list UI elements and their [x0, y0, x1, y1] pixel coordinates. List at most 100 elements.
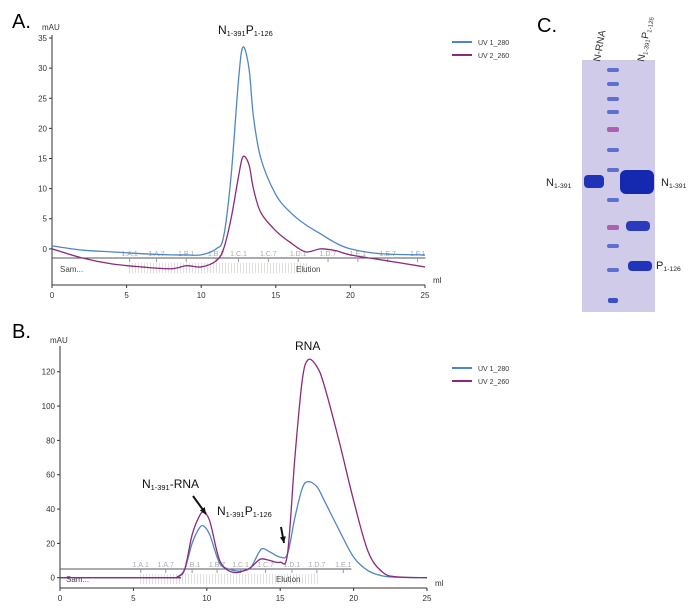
y-tick-label: 0 [43, 245, 48, 254]
label: N1-391P1-126 [217, 504, 272, 519]
label-subscript: 1-391 [226, 510, 245, 519]
gel-band [628, 261, 652, 271]
panel-label: A. [12, 11, 31, 33]
y-unit: mAU [50, 336, 68, 345]
x-tick-label: 15 [276, 594, 285, 603]
fraction-label: 1.D.1 [290, 251, 307, 258]
gel-band [620, 170, 654, 194]
fraction-label: 1.B.1 [184, 562, 200, 569]
fraction-label: 1.B.7 [208, 251, 224, 258]
x-tick-label: 20 [349, 594, 358, 603]
label: P1-126 [656, 260, 681, 273]
y-tick-label: 15 [38, 154, 47, 163]
gel-band [584, 175, 604, 188]
y-tick-label: 30 [38, 64, 47, 73]
label-subscript: 1-126 [663, 266, 681, 273]
x-tick-label: 25 [423, 594, 432, 603]
label-subscript: 1-391 [554, 183, 572, 190]
label-subscript: 1-391 [642, 38, 652, 55]
y-tick-label: 0 [51, 574, 56, 583]
arrow-head [279, 536, 286, 543]
phase-label: Elution [296, 265, 320, 274]
legend-label: UV 1_280 [478, 40, 509, 47]
label: N1-391 [546, 177, 572, 190]
phase-label: Elution [276, 575, 300, 584]
fraction-label: 1.C.1 [232, 562, 249, 569]
label-text: N [217, 504, 226, 518]
ladder [607, 68, 619, 303]
series-line [51, 46, 426, 256]
x-tick-label: 0 [50, 291, 55, 300]
label: RNA [295, 339, 320, 353]
label-text: N [661, 177, 669, 189]
y-tick-label: 25 [38, 94, 47, 103]
x-tick-label: 5 [124, 291, 129, 300]
fraction-label: 1.C.7 [260, 251, 277, 258]
label-subscript: 1-391 [227, 29, 246, 38]
label-subscript: 1-126 [253, 510, 272, 519]
label: N1-391P1-126 [218, 23, 273, 38]
fraction-label: 1.B.7 [209, 562, 225, 569]
fraction-label: 1.D.1 [284, 562, 301, 569]
fraction-label: 1.C.1 [230, 251, 247, 258]
fraction-label: 1.C.7 [257, 562, 274, 569]
label-subscript: 1-126 [646, 16, 656, 33]
x-tick-label: 0 [58, 594, 63, 603]
y-tick-label: 40 [46, 505, 55, 514]
label-text: N [142, 477, 151, 491]
x-unit: ml [435, 579, 444, 588]
panel-label: B. [12, 321, 31, 343]
y-tick-label: 100 [42, 402, 56, 411]
legend-label: UV 2_260 [478, 379, 509, 386]
legend-label: UV 1_280 [478, 366, 509, 373]
fraction-label: 1.A.7 [158, 562, 174, 569]
panel-label: C. [537, 15, 557, 37]
legend-label: UV 2_260 [478, 53, 509, 60]
y-tick-label: 5 [43, 215, 48, 224]
label-text: -RNA [170, 477, 199, 491]
y-tick-label: 35 [38, 34, 47, 43]
fraction-label: 1.A.1 [133, 562, 149, 569]
gel-band [626, 221, 650, 231]
y-tick-label: 80 [46, 436, 55, 445]
series-line [59, 358, 428, 579]
fraction-label: 1.D.7 [320, 251, 337, 258]
label-text: P [656, 260, 663, 272]
label: N1-391-RNA [142, 477, 199, 492]
x-tick-label: 20 [346, 291, 355, 300]
label-subscript: 1-391 [151, 483, 170, 492]
label-text: N-RNA [592, 29, 608, 62]
y-tick-label: 120 [42, 368, 56, 377]
label-text: N [636, 53, 648, 62]
fraction-label: 1.A.1 [121, 251, 137, 258]
label-text: P [245, 504, 253, 518]
label-text: P [246, 23, 254, 37]
label: N-RNA [592, 29, 608, 62]
x-tick-label: 10 [197, 291, 206, 300]
y-tick-label: 20 [38, 124, 47, 133]
fraction-label: 1.E.1 [350, 251, 366, 258]
fraction-label: 1.E.1 [335, 562, 351, 569]
series-line [51, 155, 426, 270]
x-tick-label: 10 [202, 594, 211, 603]
label-text: P [640, 31, 652, 40]
label-text: N [546, 177, 554, 189]
x-tick-label: 25 [421, 291, 430, 300]
fraction-label: 1.D.7 [309, 562, 326, 569]
x-unit: ml [433, 276, 442, 285]
phase-label: Sam... [66, 575, 89, 584]
label-text: N [218, 23, 227, 37]
y-unit: mAU [42, 23, 60, 32]
label: N1-391P1-126 [636, 15, 655, 62]
arrow-head [199, 507, 206, 514]
y-tick-label: 20 [46, 539, 55, 548]
label: N1-391 [661, 177, 687, 190]
x-tick-label: 15 [271, 291, 280, 300]
y-tick-label: 10 [38, 185, 47, 194]
label-text: RNA [295, 339, 320, 353]
label-subscript: 1-391 [669, 183, 687, 190]
series-line [59, 480, 428, 579]
x-tick-label: 5 [131, 594, 136, 603]
